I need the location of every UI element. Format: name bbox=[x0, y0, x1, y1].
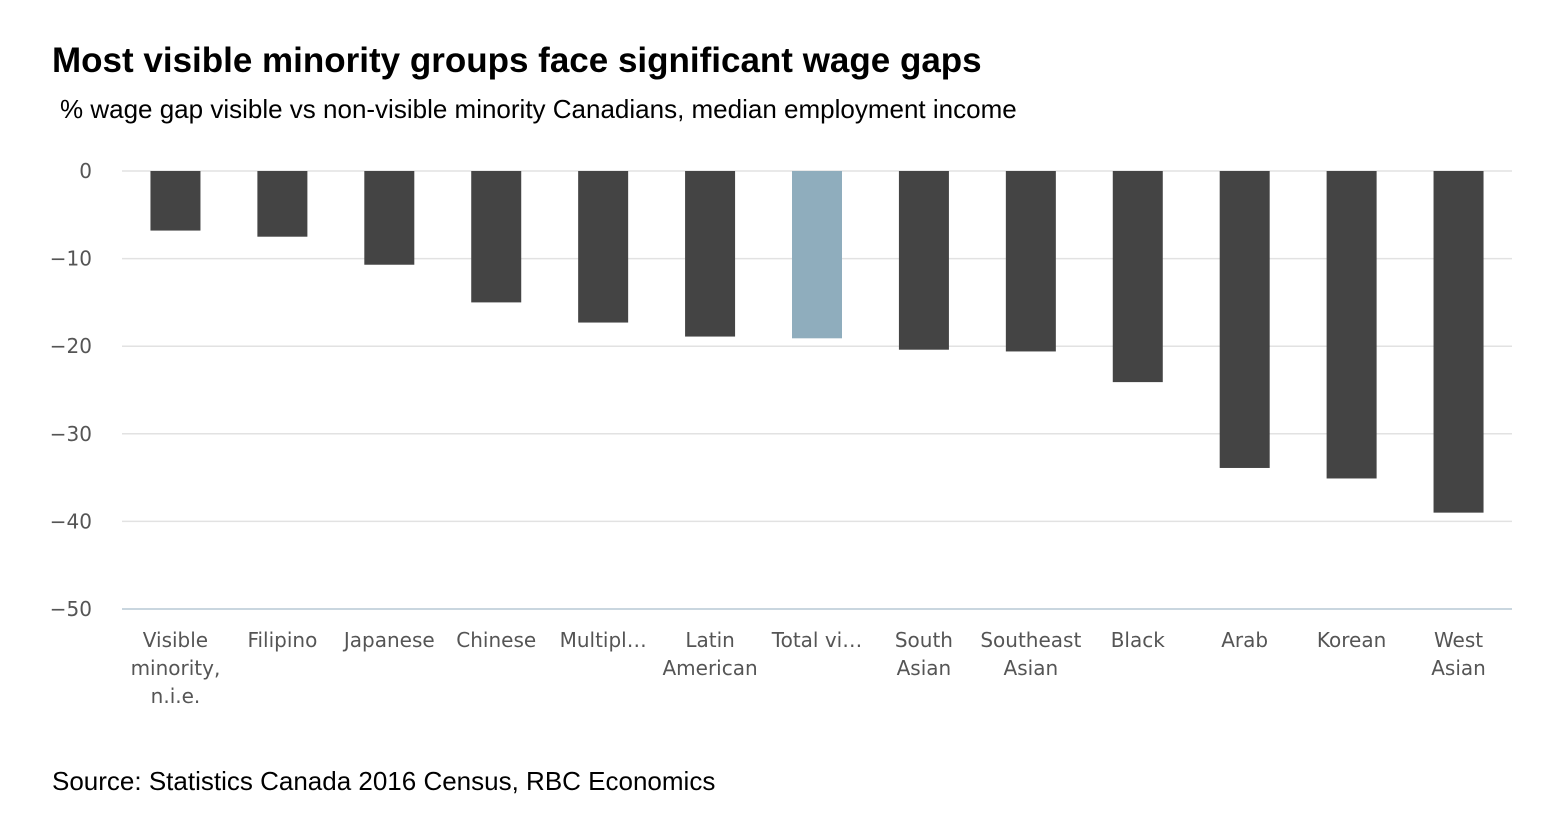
x-axis-labels: Visible minority, n.i.e. Filipino Japanese Ch… bbox=[131, 628, 1486, 708]
bar-latin-american: Latin American: -18.9 bbox=[685, 171, 736, 337]
x-tick-label-line: South bbox=[895, 628, 953, 652]
y-tick-label: −40 bbox=[50, 509, 92, 533]
bar-southeast-asian: Southeast Asian: -20.6 bbox=[1005, 171, 1056, 352]
y-tick-label: −30 bbox=[50, 422, 92, 446]
chart-subtitle: % wage gap visible vs non-visible minori… bbox=[60, 94, 1017, 124]
x-tick-label-line: Latin bbox=[685, 628, 734, 652]
bar-multiple-visible-minorities: Multiple visible minorities: -17.3 bbox=[578, 171, 629, 323]
bar-west-asian: West Asian: -39 bbox=[1433, 171, 1484, 513]
y-axis-ticks: 0 −10 −20 −30 −40 −50 bbox=[50, 159, 92, 621]
bar-south-asian: South Asian: -20.4 bbox=[898, 171, 949, 350]
x-tick-label-line: Southeast bbox=[980, 628, 1081, 652]
bar-total-visible-minority: Total visible minority: -19.1 bbox=[792, 171, 842, 339]
x-tick-label-line: Korean bbox=[1317, 628, 1386, 652]
x-tick-label-line: American bbox=[662, 656, 757, 680]
x-tick-label: Southeast Asian bbox=[980, 628, 1081, 680]
x-tick-label-line: Visible bbox=[143, 628, 208, 652]
bars: Visible minority, n.i.e.: -6.8 Filipino: … bbox=[150, 171, 1484, 513]
x-tick-label-line: minority, bbox=[131, 656, 221, 680]
y-tick-label: −10 bbox=[50, 247, 92, 271]
x-tick-label-line: Chinese bbox=[456, 628, 536, 652]
bar-visible-minority-n-i-e: Visible minority, n.i.e.: -6.8 bbox=[150, 171, 201, 231]
x-tick-label: Korean bbox=[1317, 628, 1386, 652]
x-tick-label-line: Asian bbox=[1004, 656, 1059, 680]
x-tick-label: Visible minority, n.i.e. bbox=[131, 628, 221, 708]
x-tick-label: Chinese bbox=[456, 628, 536, 652]
bar-korean: Korean: -35.1 bbox=[1326, 171, 1377, 479]
x-tick-label: West Asian bbox=[1431, 628, 1486, 680]
x-tick-label: Arab bbox=[1221, 628, 1268, 652]
y-tick-label: 0 bbox=[79, 159, 92, 183]
x-tick-label-line: Filipino bbox=[247, 628, 317, 652]
x-tick-label: Black bbox=[1111, 628, 1166, 652]
x-tick-label-line: Asian bbox=[897, 656, 952, 680]
x-tick-label: South Asian bbox=[895, 628, 953, 680]
x-tick-label-line: n.i.e. bbox=[151, 684, 201, 708]
x-tick-label-line: Asian bbox=[1431, 656, 1486, 680]
x-tick-label-line: Black bbox=[1111, 628, 1166, 652]
x-tick-label: Latin American bbox=[662, 628, 757, 680]
x-tick-label: Total vi… bbox=[771, 628, 862, 652]
x-tick-label-line: Japanese bbox=[342, 628, 435, 652]
bar-filipino: Filipino: -7.5 bbox=[257, 171, 308, 237]
x-tick-label: Multipl… bbox=[560, 628, 647, 652]
chart-source: Source: Statistics Canada 2016 Census, R… bbox=[52, 766, 716, 796]
x-tick-label: Filipino bbox=[247, 628, 317, 652]
chart-title: Most visible minority groups face signif… bbox=[52, 41, 982, 80]
x-tick-label-line: West bbox=[1434, 628, 1483, 652]
y-tick-label: −50 bbox=[50, 597, 92, 621]
x-tick-label-line: Arab bbox=[1221, 628, 1268, 652]
bar-arab: Arab: -33.9 bbox=[1219, 171, 1270, 468]
x-tick-label-line: Total vi… bbox=[771, 628, 862, 652]
x-tick-label-line: Multipl… bbox=[560, 628, 647, 652]
bar-japanese: Japanese: -10.7 bbox=[364, 171, 415, 265]
bar-chinese: Chinese: -15 bbox=[471, 171, 522, 303]
y-tick-label: −20 bbox=[50, 334, 92, 358]
x-tick-label: Japanese bbox=[342, 628, 435, 652]
bar-black: Black: -24.1 bbox=[1112, 171, 1163, 383]
